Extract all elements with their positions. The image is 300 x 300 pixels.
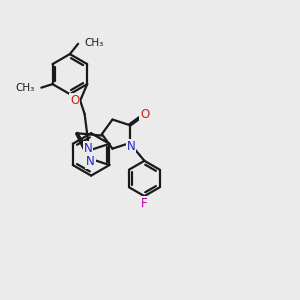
Text: F: F: [141, 197, 148, 210]
Text: O: O: [140, 109, 150, 122]
Text: N: N: [86, 155, 95, 168]
Text: CH₃: CH₃: [16, 83, 35, 93]
Text: O: O: [70, 94, 80, 107]
Text: N: N: [84, 142, 92, 154]
Text: N: N: [127, 140, 135, 152]
Text: CH₃: CH₃: [85, 38, 104, 48]
